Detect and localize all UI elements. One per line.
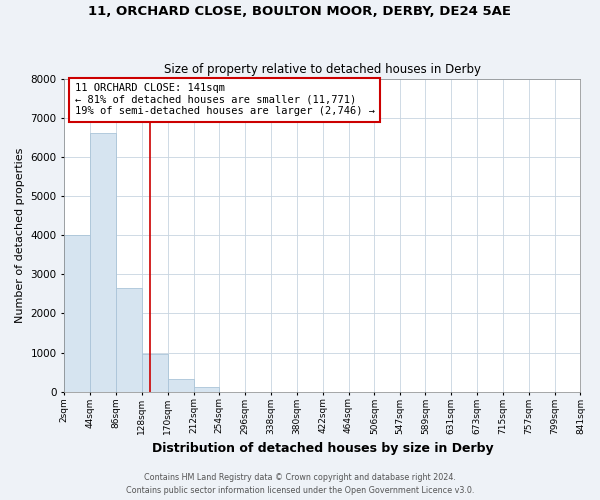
Bar: [90, 134, 116, 392]
Text: 11 ORCHARD CLOSE: 141sqm
← 81% of detached houses are smaller (11,771)
19% of se: 11 ORCHARD CLOSE: 141sqm ← 81% of detach…: [74, 84, 374, 116]
Bar: [142, 354, 167, 392]
Text: 11, ORCHARD CLOSE, BOULTON MOOR, DERBY, DE24 5AE: 11, ORCHARD CLOSE, BOULTON MOOR, DERBY, …: [89, 5, 511, 18]
Bar: [194, 386, 220, 392]
Bar: [116, 288, 142, 392]
Bar: [167, 379, 194, 392]
Text: Contains HM Land Registry data © Crown copyright and database right 2024.
Contai: Contains HM Land Registry data © Crown c…: [126, 474, 474, 495]
Y-axis label: Number of detached properties: Number of detached properties: [15, 148, 25, 323]
Bar: [64, 235, 90, 392]
X-axis label: Distribution of detached houses by size in Derby: Distribution of detached houses by size …: [152, 442, 493, 455]
Title: Size of property relative to detached houses in Derby: Size of property relative to detached ho…: [164, 63, 481, 76]
